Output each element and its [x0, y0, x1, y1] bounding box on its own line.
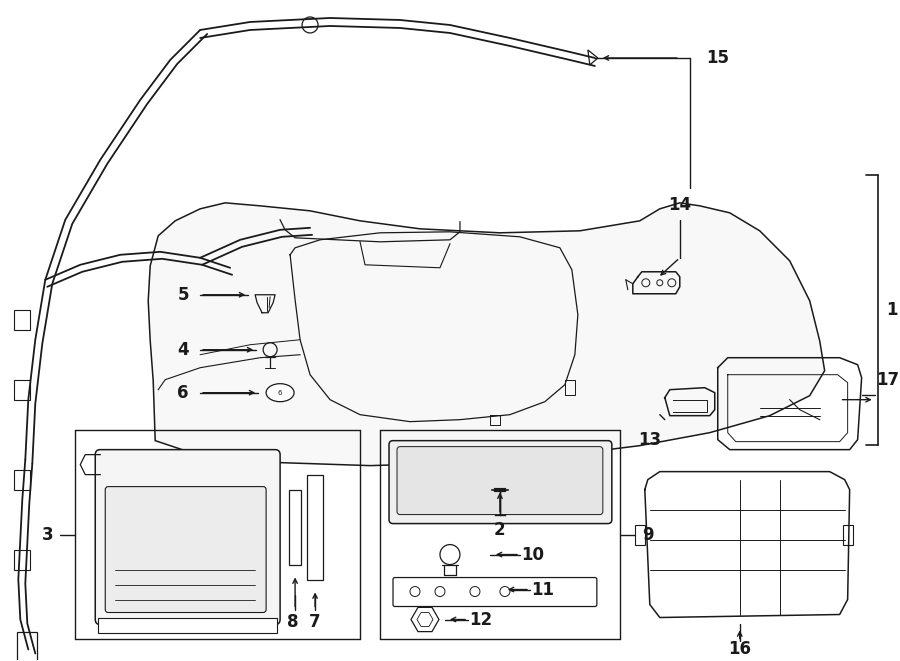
Polygon shape	[307, 475, 323, 580]
Text: 10: 10	[521, 545, 544, 564]
Text: 12: 12	[470, 611, 492, 629]
Text: 2: 2	[494, 521, 506, 539]
Polygon shape	[588, 50, 598, 65]
Polygon shape	[148, 203, 824, 465]
Text: 15: 15	[706, 49, 729, 67]
Text: 1: 1	[886, 301, 897, 319]
Polygon shape	[17, 633, 37, 661]
Ellipse shape	[266, 383, 294, 402]
Polygon shape	[14, 310, 31, 330]
Text: 9: 9	[642, 525, 653, 543]
Polygon shape	[634, 525, 644, 545]
Polygon shape	[289, 490, 302, 564]
Text: 5: 5	[177, 286, 189, 304]
FancyBboxPatch shape	[98, 617, 277, 633]
Text: 11: 11	[531, 580, 554, 598]
Polygon shape	[14, 549, 31, 570]
FancyBboxPatch shape	[95, 449, 280, 625]
FancyBboxPatch shape	[393, 578, 597, 607]
Polygon shape	[842, 525, 852, 545]
Text: 14: 14	[668, 196, 691, 214]
Text: 4: 4	[177, 340, 189, 359]
Text: 16: 16	[728, 641, 752, 658]
FancyBboxPatch shape	[105, 486, 266, 613]
FancyBboxPatch shape	[389, 441, 612, 524]
Polygon shape	[14, 469, 31, 490]
Text: 17: 17	[876, 371, 899, 389]
Circle shape	[302, 17, 318, 33]
FancyBboxPatch shape	[397, 447, 603, 514]
Text: 13: 13	[638, 431, 662, 449]
Text: 7: 7	[310, 613, 321, 631]
Text: 8: 8	[287, 613, 299, 631]
Text: 6: 6	[177, 383, 189, 402]
Text: 6: 6	[278, 390, 283, 396]
Text: 3: 3	[41, 525, 53, 543]
Polygon shape	[14, 379, 31, 400]
